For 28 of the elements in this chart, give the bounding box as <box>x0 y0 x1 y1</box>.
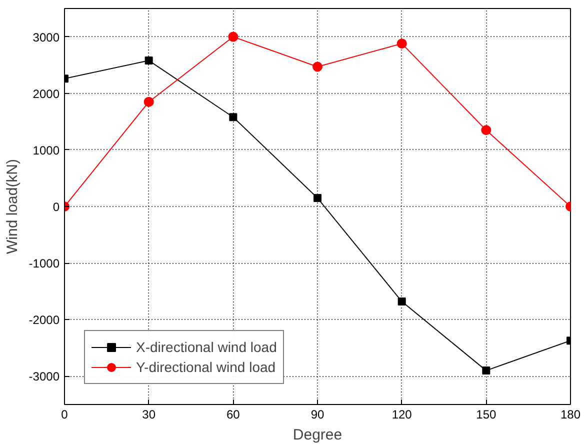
y-tick-label: 2000 <box>32 86 60 101</box>
point <box>228 32 238 42</box>
x-tick-label: 180 <box>560 408 581 422</box>
point <box>229 113 238 122</box>
legend-label: X-directional wind load <box>136 339 277 355</box>
y-tick-label: 3000 <box>32 30 60 44</box>
y-tick-label: 1000 <box>32 143 60 158</box>
point <box>144 96 154 107</box>
point <box>398 298 406 306</box>
point <box>314 194 322 202</box>
point <box>482 366 490 375</box>
y-tick-label: -1000 <box>28 256 60 271</box>
y-axis-title: Wind load(kN) <box>4 158 21 254</box>
y-tick-label: -2000 <box>28 313 60 328</box>
legend-label: Y-directional wind load <box>136 359 276 375</box>
x-tick-label: 120 <box>392 408 412 422</box>
y-tick-label: -3000 <box>28 370 60 384</box>
point <box>312 62 322 72</box>
x-tick-label: 90 <box>310 408 324 422</box>
x-tick-label: 30 <box>142 408 156 422</box>
x-tick-label: 0 <box>61 408 68 422</box>
point <box>481 125 492 136</box>
y-tick-label: 0 <box>52 200 60 214</box>
point <box>144 56 153 65</box>
x-axis-title: Degree <box>292 426 342 444</box>
x-tick-label: 60 <box>226 408 240 422</box>
point <box>396 38 407 49</box>
x-tick-label: 150 <box>476 408 497 422</box>
